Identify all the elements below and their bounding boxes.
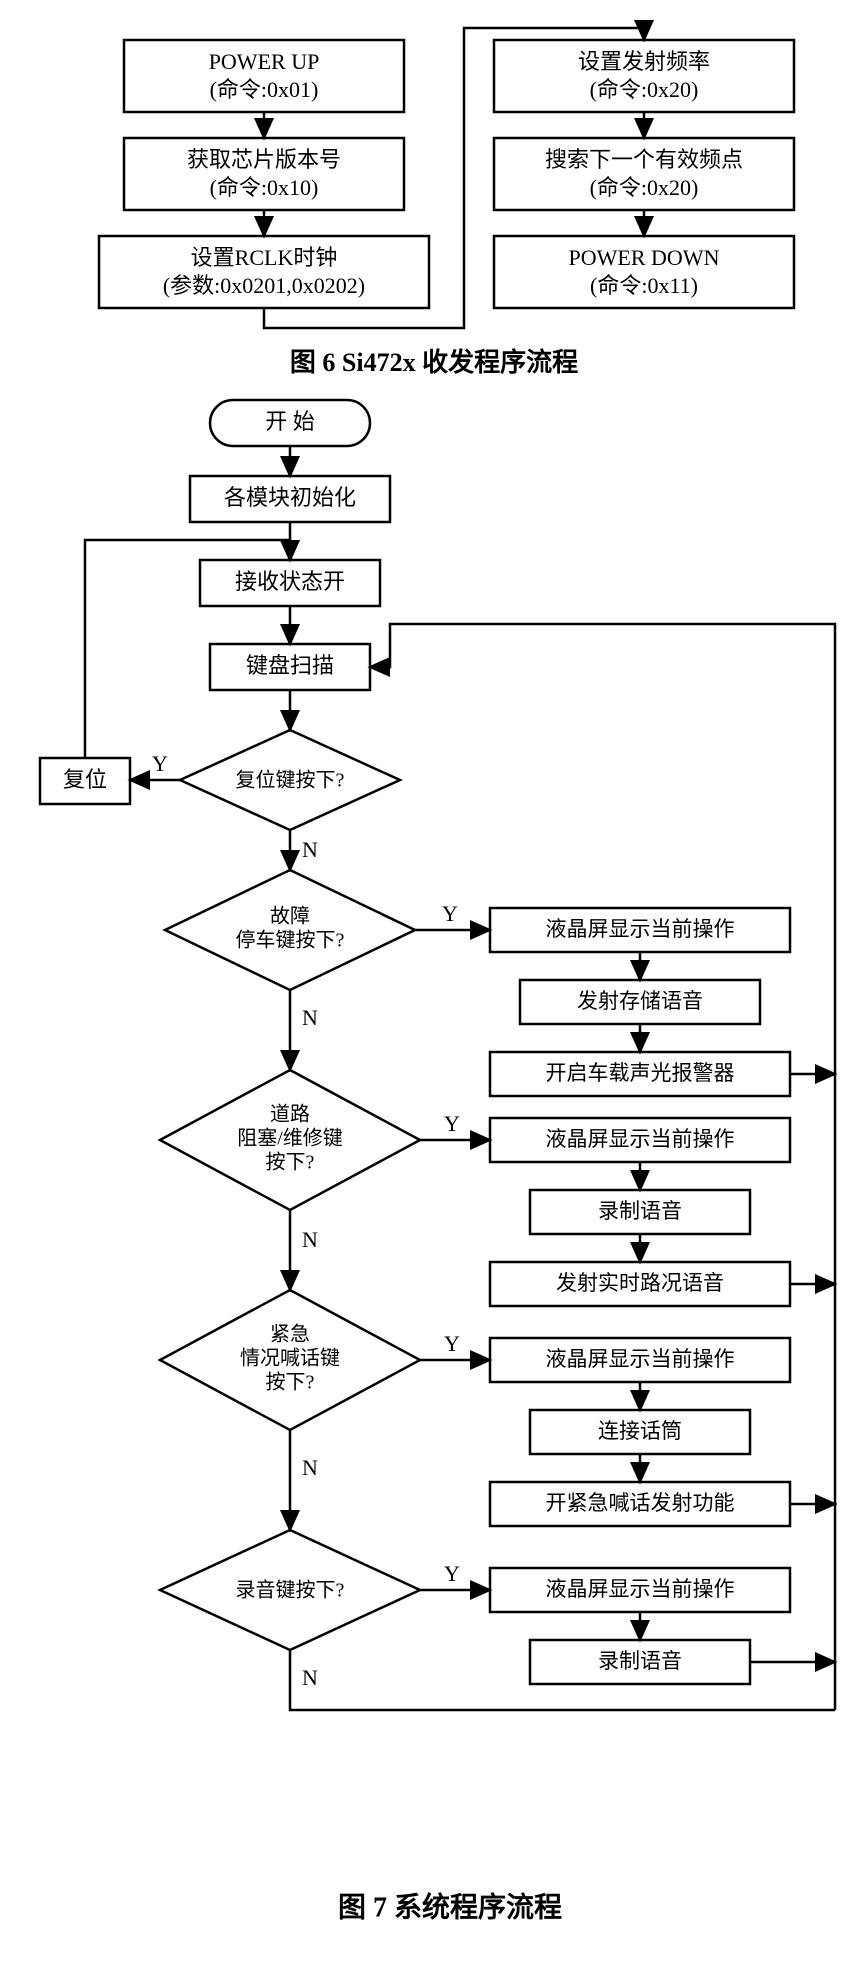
y-fault: Y (442, 901, 458, 926)
text-demerg-l1: 紧急 (270, 1323, 310, 1346)
text-start: 开 始 (265, 409, 315, 434)
text-search-l1: 搜索下一个有效频点 (544, 147, 742, 172)
text-droad-l1: 道路 (270, 1103, 310, 1126)
figure-7: 开 始 各模块初始化 接收状态开 键盘扫描 复位 复位键按下? 故障 停车键按下… (20, 380, 867, 1940)
text-power-down-l1: POWER DOWN (568, 245, 719, 270)
y-rec: Y (444, 1561, 460, 1586)
text-dfault-l2: 停车键按下? (236, 929, 345, 952)
text-droad-l2: 阻塞/维修键 (237, 1127, 343, 1150)
text-version-l2: (命令:0x10) (209, 175, 318, 200)
text-pfault1: 液晶屏显示当前操作 (546, 917, 735, 941)
figure-6-caption: 图 6 Si472x 收发程序流程 (289, 347, 577, 377)
text-dfault-l1: 故障 (270, 905, 310, 928)
text-pfault3: 开启车载声光报警器 (546, 1061, 735, 1085)
text-pemerg2: 连接话筒 (598, 1419, 682, 1443)
n-record: N (302, 1665, 318, 1690)
text-scan: 键盘扫描 (246, 653, 334, 678)
text-demerg-l2: 情况喊话键 (240, 1347, 340, 1370)
text-droad-l3: 按下? (266, 1151, 315, 1174)
n-label-3: N (302, 1227, 318, 1252)
y-road: Y (444, 1111, 460, 1136)
text-pemerg3: 开紧急喊话发射功能 (546, 1491, 735, 1515)
y-reset: Y (152, 751, 168, 776)
text-prec2: 录制语音 (598, 1649, 682, 1673)
figure-6: POWER UP (命令:0x01) 获取芯片版本号 (命令:0x10) 设置R… (24, 20, 844, 380)
text-proad3: 发射实时路况语音 (556, 1271, 724, 1295)
n-label-1: N (302, 837, 318, 862)
text-rclk-l2: (参数:0x0201,0x0202) (162, 273, 364, 298)
text-search-l2: (命令:0x20) (589, 175, 698, 200)
text-power-up-l1: POWER UP (208, 49, 319, 74)
figure-7-caption: 图 7 系统程序流程 (338, 1890, 562, 1923)
n-label-2: N (302, 1005, 318, 1030)
text-power-up-l2: (命令:0x01) (209, 77, 318, 102)
text-proad2: 录制语音 (598, 1199, 682, 1223)
text-version-l1: 获取芯片版本号 (186, 147, 340, 172)
text-set-freq-l2: (命令:0x20) (589, 77, 698, 102)
n-label-4: N (302, 1455, 318, 1480)
arrow-big-loop (370, 624, 835, 1710)
text-pemerg1: 液晶屏显示当前操作 (546, 1347, 735, 1371)
text-power-down-l2: (命令:0x11) (590, 273, 698, 298)
text-pfault2: 发射存储语音 (577, 989, 703, 1013)
text-set-freq-l1: 设置发射频率 (577, 49, 709, 74)
text-reset: 复位 (63, 767, 107, 792)
text-rx-on: 接收状态开 (235, 569, 345, 594)
text-rclk-l1: 设置RCLK时钟 (190, 245, 337, 270)
y-emerg: Y (444, 1331, 460, 1356)
text-demerg-l3: 按下? (266, 1371, 315, 1394)
text-drecord: 录音键按下? (236, 1579, 345, 1602)
text-init: 各模块初始化 (224, 485, 356, 510)
text-diamond-reset: 复位键按下? (236, 769, 345, 792)
text-proad1: 液晶屏显示当前操作 (546, 1127, 735, 1151)
text-prec1: 液晶屏显示当前操作 (546, 1577, 735, 1601)
